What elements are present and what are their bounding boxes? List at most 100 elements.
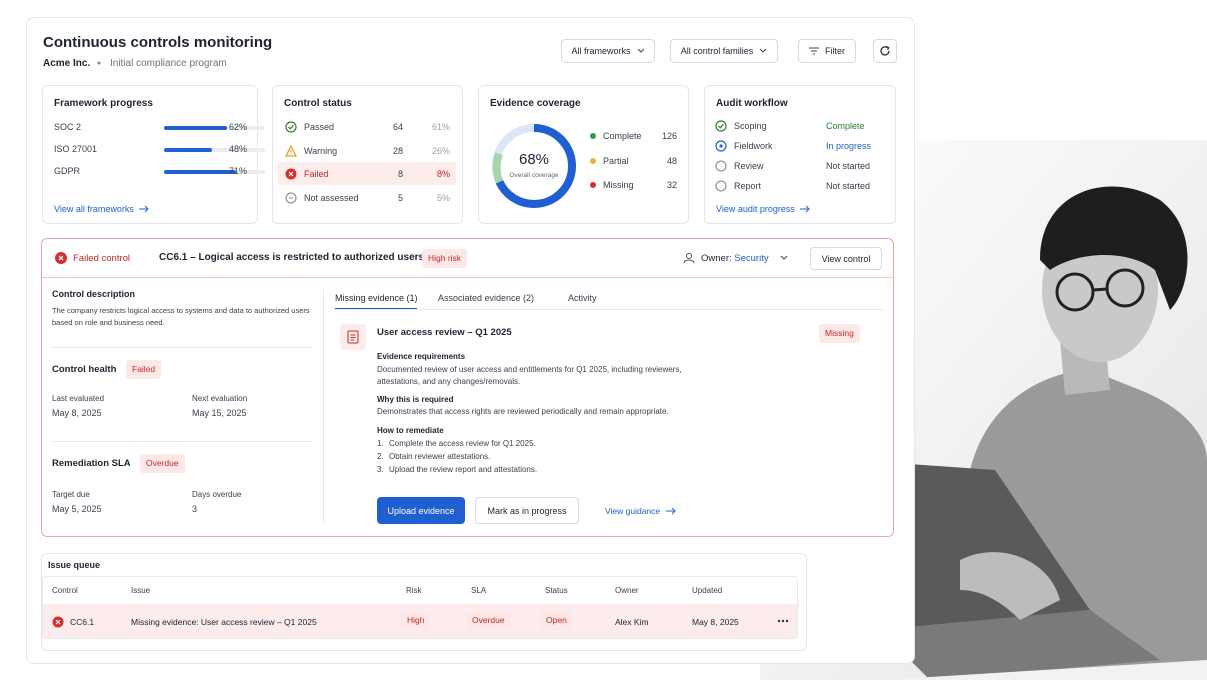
highlight (278, 162, 456, 185)
legend-count: 48 (666, 155, 677, 166)
status-count: 5 (397, 192, 403, 203)
column-header: Control (52, 586, 78, 595)
title: Continuous controls monitoring (43, 34, 273, 51)
subhead: Evidence requirements (377, 352, 466, 361)
status-icon (715, 120, 727, 132)
field-value: May 5, 2025 (52, 504, 102, 514)
status-count: 64 (392, 122, 403, 132)
failed-control-panel: Failed control CC6.1 – Logical access is… (41, 238, 894, 537)
view-control[interactable]: View control (810, 247, 882, 270)
framework-pct: 48% (228, 144, 247, 154)
user-icon (683, 253, 695, 264)
framework-name: SOC 2 (54, 122, 82, 132)
arrow (666, 507, 676, 515)
column-header: Updated (692, 586, 723, 595)
refresh-button[interactable] (873, 39, 897, 63)
donut-arc (492, 124, 576, 208)
upload-button[interactable]: Upload evidence (377, 497, 465, 524)
legend-name: Complete (603, 131, 642, 141)
label: Mark as in progress (487, 505, 567, 516)
audit-link[interactable]: View audit progress (716, 204, 810, 214)
status-share: 8% (436, 169, 450, 179)
card-title: Evidence coverage (490, 98, 581, 109)
status-name: Passed (304, 122, 335, 132)
framework-filter[interactable]: All frameworks (561, 39, 655, 63)
health-pill: Failed (126, 360, 162, 379)
label: All frameworks (571, 46, 631, 56)
label: View all frameworks (54, 204, 134, 214)
legend-dot (590, 182, 596, 188)
donut (492, 124, 576, 208)
issue-queue: Issue queue Control Issue Risk SLA Status Own… (41, 553, 807, 651)
step-name: Report (734, 181, 762, 191)
status-count: 28 (392, 145, 403, 156)
field-value: May 8, 2025 (52, 408, 102, 418)
legend-dot (590, 133, 596, 139)
row-menu[interactable] (777, 619, 789, 623)
arrow (799, 205, 810, 213)
status-name: Failed (304, 169, 329, 179)
section-title: Remediation SLA (52, 458, 131, 469)
section-title: Control description (52, 289, 135, 299)
sla-pill: Overdue (140, 454, 185, 473)
step-text: Obtain reviewer attestations. (389, 452, 491, 461)
coverage-value: 68% (518, 151, 550, 168)
card-title: Audit workflow (716, 98, 788, 109)
status-name: Warning (304, 145, 338, 156)
org: Acme Inc. (43, 58, 91, 69)
step-status: Complete (826, 121, 865, 131)
step-text: Complete the access review for Q1 2025. (389, 439, 536, 448)
framework-name: ISO 27001 (54, 144, 98, 154)
label: View audit progress (716, 204, 795, 214)
status-icon (285, 191, 297, 204)
step-number: 3. (377, 465, 384, 474)
status-share: 26% (431, 145, 450, 156)
family-filter[interactable]: All control families (670, 39, 778, 63)
row-pill: Overdue (466, 611, 511, 630)
column-header: Issue (131, 586, 151, 595)
step-number: 2. (377, 452, 384, 461)
status-icon (715, 160, 727, 172)
field-value: 3 (192, 504, 198, 514)
cell: May 8, 2025 (692, 617, 739, 627)
status-share: 61% (431, 122, 450, 132)
step-status: In progress (826, 141, 872, 151)
status-card: Control status Passed 64 61% Warning 28 26% Fa… (272, 85, 463, 224)
chevron (759, 48, 767, 53)
control-title: CC6.1 – Logical access is restricted to … (159, 252, 425, 263)
chevron (637, 48, 644, 53)
column-header: Risk (406, 586, 422, 595)
coverage-caption: Overall coverage (509, 172, 559, 179)
step-name: Review (734, 161, 764, 171)
status-icon (715, 180, 727, 192)
evidence-title: User access review – Q1 2025 (377, 327, 512, 338)
legend-name: Partial (603, 155, 629, 166)
framework-pct: 71% (228, 166, 247, 176)
cell: Alex Kim (615, 617, 649, 627)
label: Upload evidence (387, 505, 455, 516)
progress-button[interactable]: Mark as in progress (475, 497, 579, 524)
filter-icon (809, 47, 819, 55)
filter-button[interactable]: Filter (798, 39, 856, 63)
guidance-link[interactable]: View guidance (605, 506, 676, 516)
step-status: Not started (826, 161, 871, 171)
label: View guidance (605, 506, 661, 516)
card-title: Framework progress (54, 98, 153, 109)
risk-pill: High risk (422, 249, 468, 268)
status-icon (285, 144, 297, 157)
audit-card: Audit workflow Scoping Complete Fieldwork I… (704, 85, 896, 224)
program: Initial compliance program (110, 58, 227, 69)
status-icon (715, 140, 727, 152)
step-name: Scoping (734, 121, 767, 131)
tab[interactable]: Activity (568, 293, 597, 303)
progress-fill (164, 126, 227, 130)
card-title: Control status (284, 98, 352, 109)
label: View control (821, 253, 871, 264)
frameworks-link[interactable]: View all frameworks (54, 204, 149, 214)
progress-track (164, 126, 265, 130)
field-label: Next evaluation (192, 394, 248, 403)
tab-active[interactable]: Missing evidence (1) (335, 293, 418, 303)
row-pill: High (401, 611, 431, 630)
tab[interactable]: Associated evidence (2) (438, 293, 535, 303)
